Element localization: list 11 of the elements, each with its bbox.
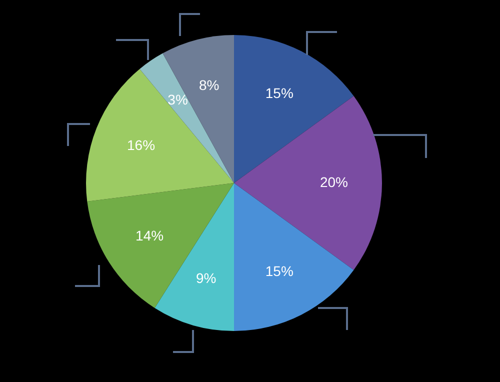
data-label: 9% [196, 270, 216, 286]
pie-slice [162, 35, 234, 183]
data-label: 14% [136, 228, 164, 244]
data-label: 8% [199, 77, 220, 94]
data-label: 16% [127, 137, 156, 154]
pie-slice [87, 183, 234, 308]
data-label: 15% [265, 263, 294, 280]
pie-slice [86, 68, 234, 202]
data-label: 20% [320, 174, 348, 190]
data-label: 3% [168, 91, 188, 108]
data-label: 15% [265, 84, 294, 101]
